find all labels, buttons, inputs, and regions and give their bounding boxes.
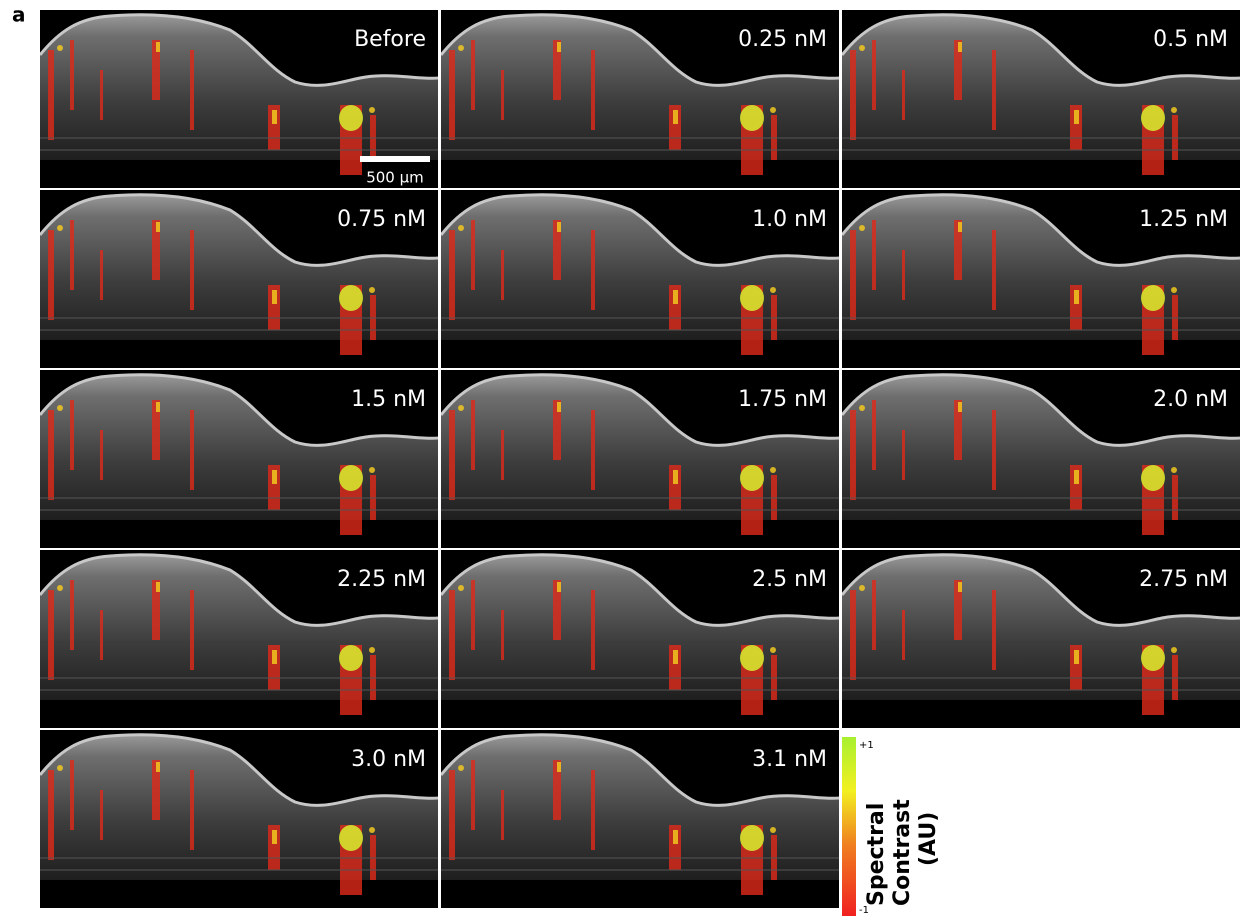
image-panel: 1.5 nM [40, 370, 438, 548]
scale-bar-label: 500 µm [366, 169, 424, 187]
image-panel: 2.0 nM [842, 370, 1240, 548]
colorbar [842, 737, 856, 916]
panel-label: 1.25 nM [1139, 207, 1228, 232]
image-panel: 1.0 nM [441, 190, 839, 368]
figure-label: a [12, 3, 26, 27]
panel-label: 2.0 nM [1153, 387, 1228, 412]
colorbar-title-line: (AU) [916, 812, 941, 866]
image-panel: 2.75 nM [842, 550, 1240, 728]
panel-label: 1.75 nM [738, 387, 827, 412]
image-panel: 2.25 nM [40, 550, 438, 728]
image-panel: 0.5 nM [842, 10, 1240, 188]
panel-label: 3.1 nM [752, 747, 827, 772]
panel-label: 0.75 nM [337, 207, 426, 232]
colorbar-title-line: Spectral [864, 803, 889, 906]
image-panel: 1.75 nM [441, 370, 839, 548]
image-panel: 3.0 nM [40, 730, 438, 908]
colorbar-title-line: Contrast [890, 799, 915, 906]
image-panel: Before 500 µm [40, 10, 438, 188]
panel-label: 0.25 nM [738, 27, 827, 52]
panel-label: 3.0 nM [351, 747, 426, 772]
figure: a Before 500 µm 0.25 nM 0.5 nM 0.75 nM 1.0 nM… [0, 0, 1243, 919]
panel-label: 0.5 nM [1153, 27, 1228, 52]
panel-label: 2.25 nM [337, 567, 426, 592]
panel-label: Before [354, 27, 426, 52]
panel-label: 2.5 nM [752, 567, 827, 592]
image-panel: 3.1 nM [441, 730, 839, 908]
colorbar-max: +1 [859, 740, 874, 751]
scale-bar [360, 156, 430, 162]
image-panel: 2.5 nM [441, 550, 839, 728]
image-panel: 0.75 nM [40, 190, 438, 368]
panel-label: 1.5 nM [351, 387, 426, 412]
image-panel: 1.25 nM [842, 190, 1240, 368]
image-panel: 0.25 nM [441, 10, 839, 188]
panel-label: 2.75 nM [1139, 567, 1228, 592]
panel-label: 1.0 nM [752, 207, 827, 232]
